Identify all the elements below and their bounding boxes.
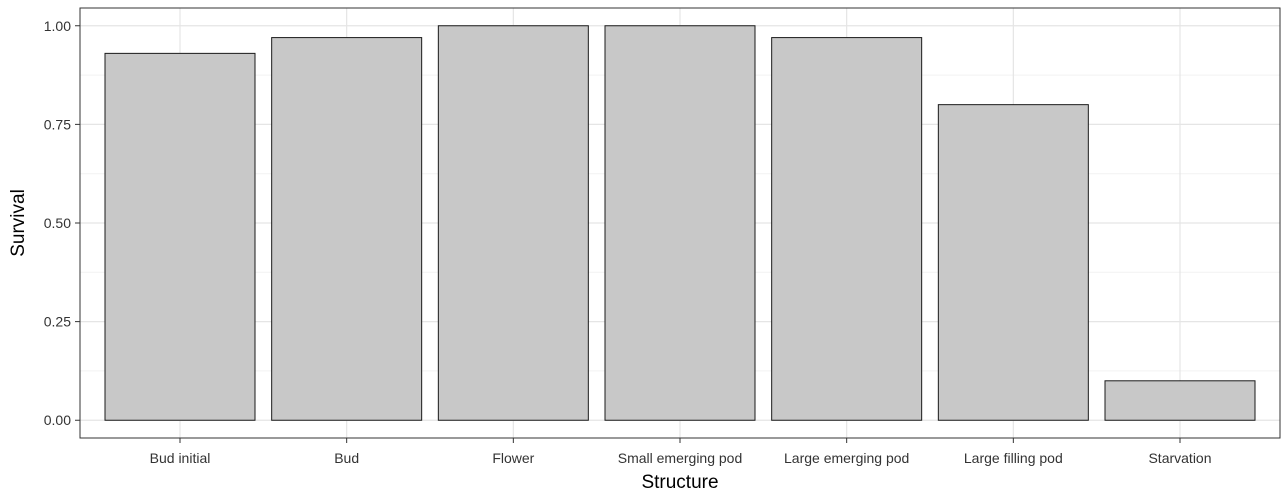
x-axis-title: Structure bbox=[641, 472, 718, 493]
y-axis: 0.00 0.25 0.50 0.75 1.00 bbox=[44, 18, 80, 428]
bar bbox=[604, 25, 756, 421]
bar bbox=[937, 104, 1089, 421]
bars bbox=[104, 25, 1256, 421]
x-tick-label: Bud bbox=[334, 450, 359, 466]
y-tick-label: 0.75 bbox=[44, 116, 71, 132]
y-tick-label: 1.00 bbox=[44, 18, 71, 34]
x-tick-label: Bud initial bbox=[150, 450, 211, 466]
x-tick-label: Small emerging pod bbox=[618, 450, 743, 466]
x-tick-label: Large filling pod bbox=[964, 450, 1063, 466]
y-tick-label: 0.25 bbox=[44, 314, 71, 330]
bar bbox=[437, 25, 589, 421]
x-tick-label: Flower bbox=[492, 450, 534, 466]
y-tick-label: 0.50 bbox=[44, 215, 71, 231]
bar bbox=[271, 37, 423, 421]
y-axis-title: Survival bbox=[8, 189, 29, 257]
x-axis: Bud initial Bud Flower Small emerging pod La… bbox=[150, 438, 1212, 466]
x-tick-label: Starvation bbox=[1148, 450, 1211, 466]
x-tick-label: Large emerging pod bbox=[784, 450, 909, 466]
bar bbox=[1104, 380, 1256, 421]
bar bbox=[771, 37, 923, 421]
bar bbox=[104, 52, 256, 421]
y-tick-label: 0.00 bbox=[44, 412, 71, 428]
